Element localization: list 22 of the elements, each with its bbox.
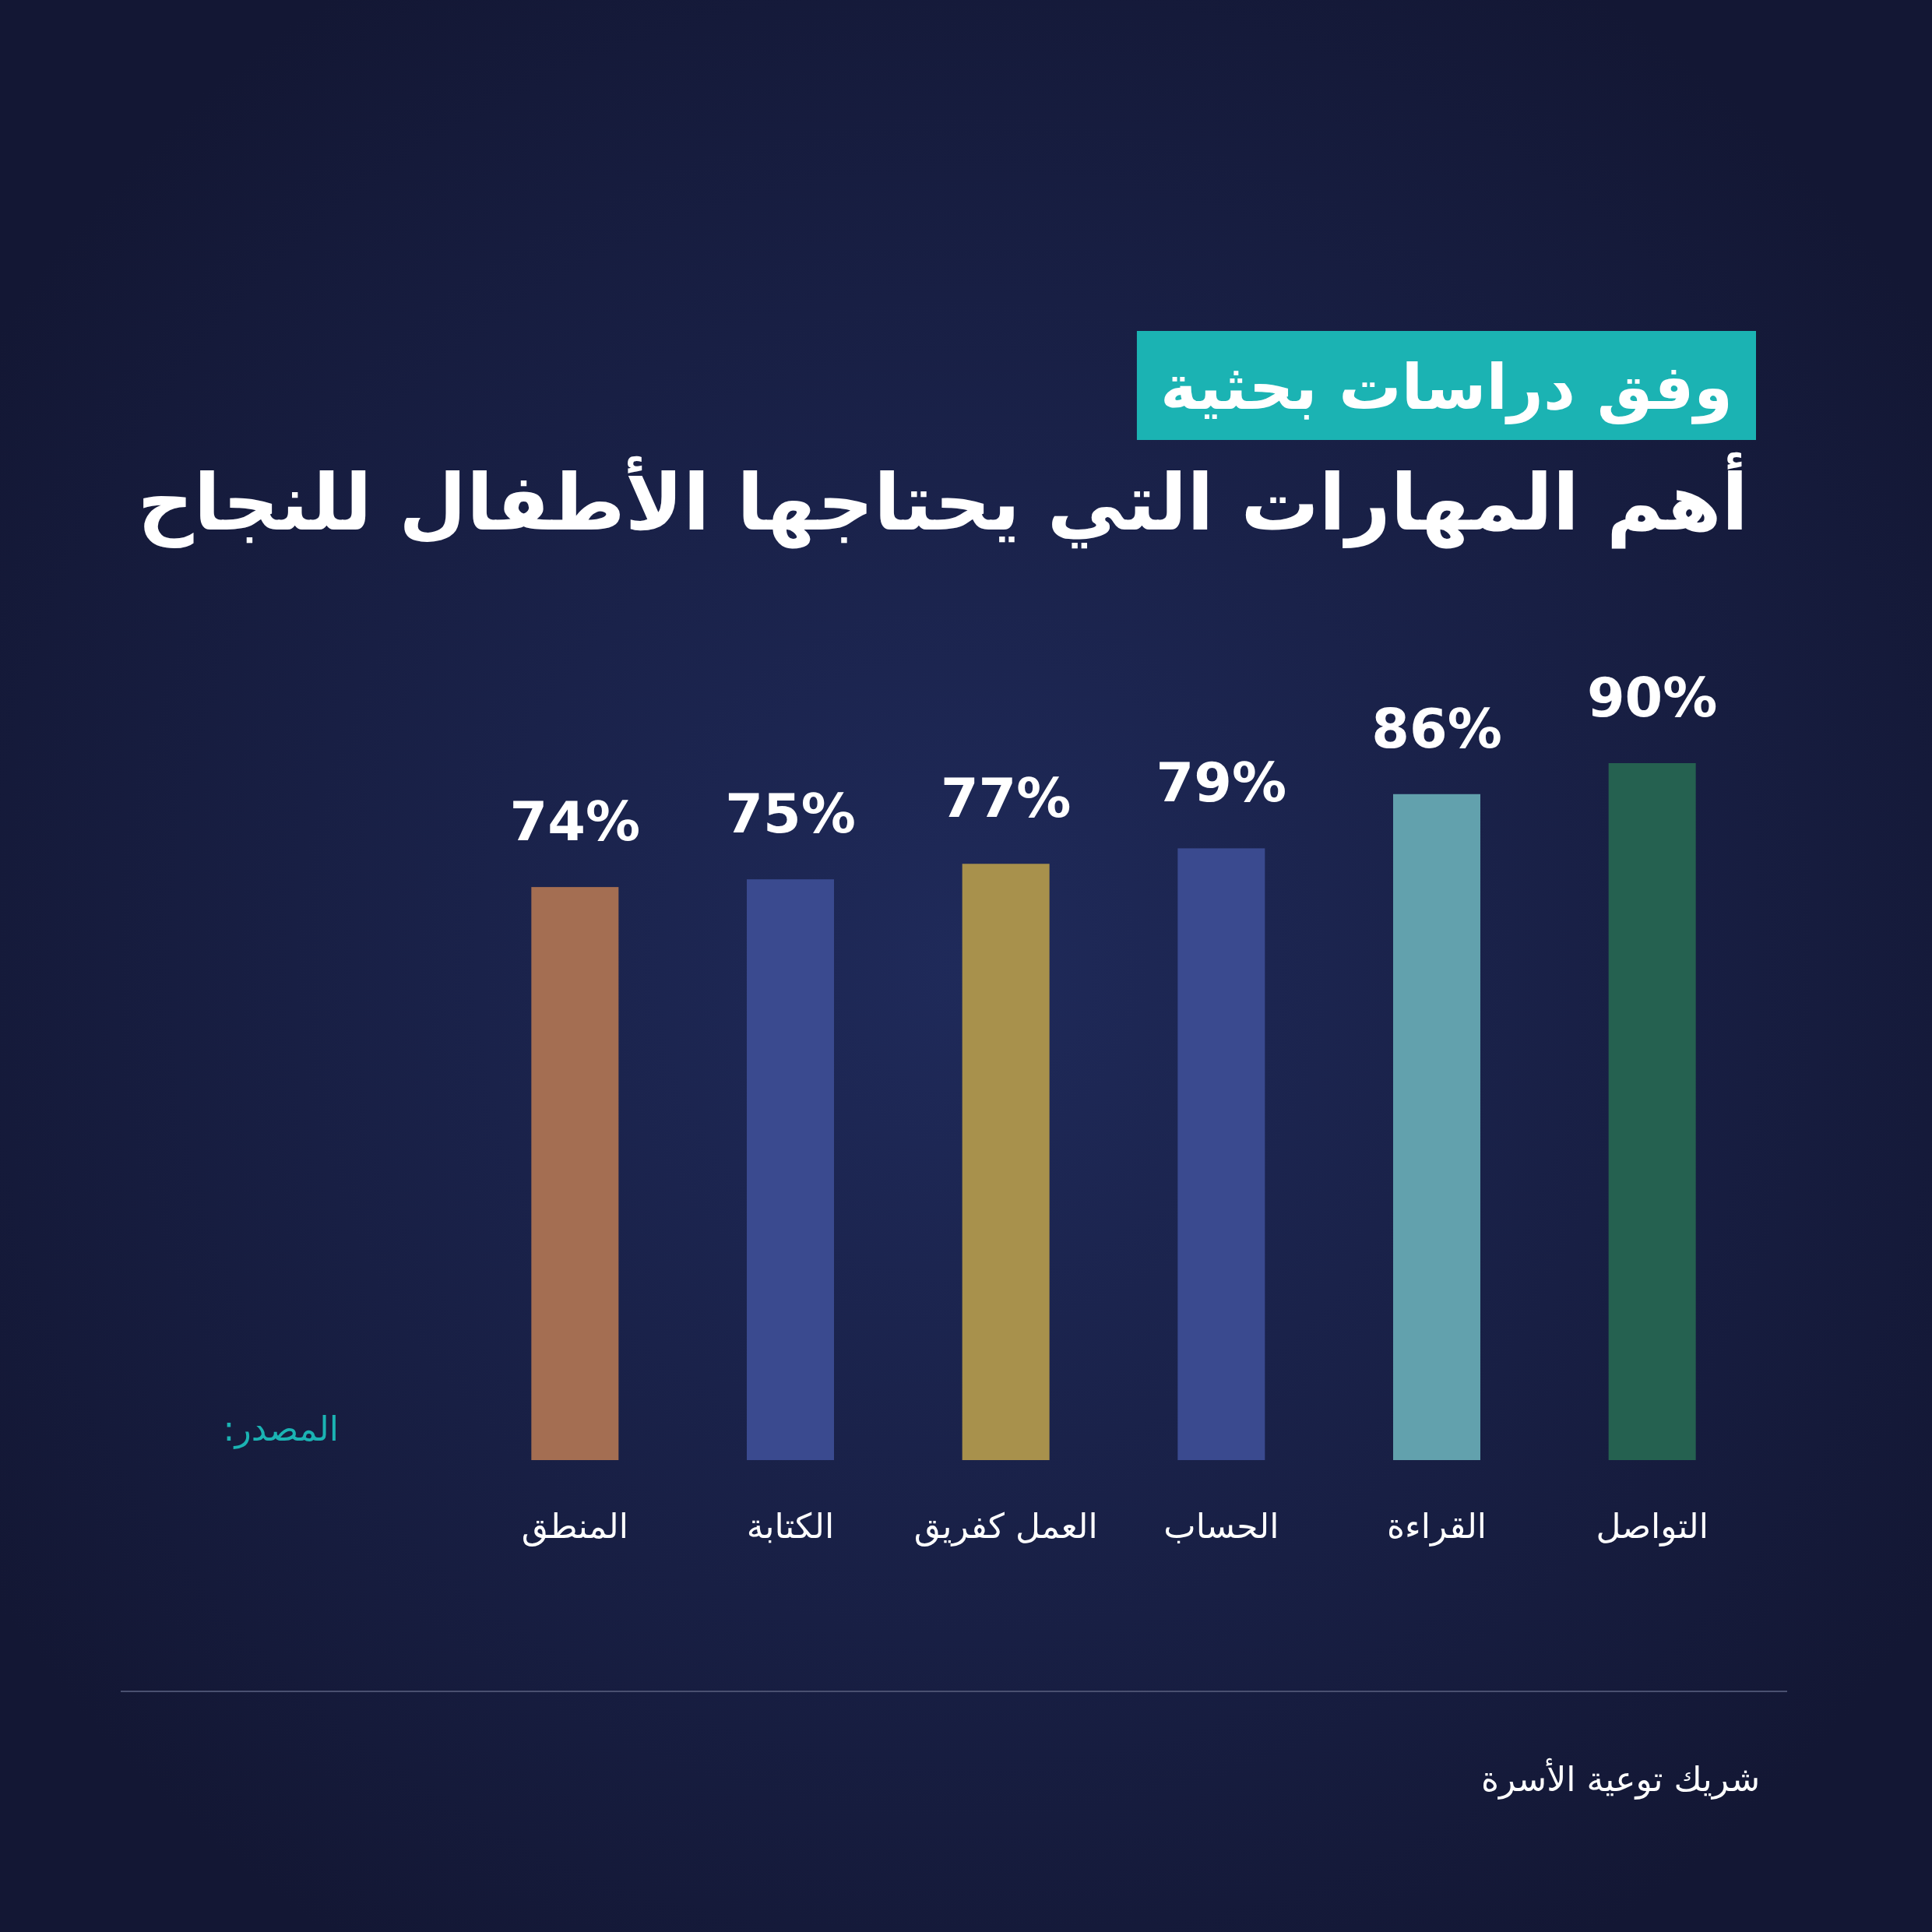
bar [1608, 763, 1696, 1460]
data-label: 77% [940, 766, 1072, 831]
text: شريك توعية الأسرة [1480, 1758, 1760, 1800]
x-tick-label: المنطق [521, 1506, 628, 1547]
bar [747, 879, 834, 1460]
text: المصدر: [223, 1409, 339, 1449]
data-label: 74% [509, 790, 641, 854]
chart-title: أهم المهارات التي يحتاجها الأطفال للنجاح [137, 452, 1748, 549]
bar [531, 887, 619, 1460]
x-tick-label: العمل كفريق [913, 1506, 1098, 1547]
data-label: 75% [725, 782, 856, 846]
chart-subtitle: وفق دراسات بحثية [1160, 351, 1733, 424]
bar [1177, 848, 1265, 1460]
bar [962, 864, 1050, 1460]
x-tick-label: القراءة [1386, 1506, 1487, 1547]
x-tick-label: الحساب [1163, 1506, 1279, 1546]
bar [1393, 794, 1480, 1460]
data-label: 79% [1156, 751, 1287, 815]
data-label: 90% [1586, 666, 1718, 730]
data-label: 86% [1371, 696, 1502, 761]
x-tick-label: التواصل [1596, 1506, 1709, 1547]
x-tick-label: الكتابة [746, 1506, 835, 1546]
